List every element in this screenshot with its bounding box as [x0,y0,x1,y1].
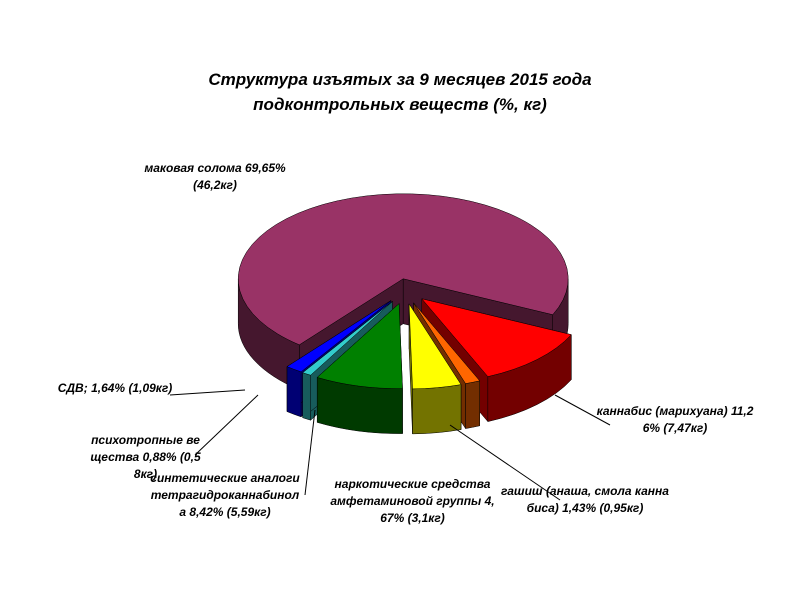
leader-line [449,424,561,501]
data-label: психотропные вещества 0,88% (0,58кг) [88,432,203,483]
label-value: 11,26% [642,404,754,435]
slice [408,303,462,390]
data-label: СДВ; 1,64% (1,09кг) [55,380,175,397]
slice-wall [302,372,311,421]
slice [302,301,393,376]
leader-line [194,394,259,456]
label-weight: (46,2кг) [193,178,237,192]
slice [316,303,403,389]
label-value: 69,65% [244,161,286,175]
label-name: синтетические аналоги тетрагидроканнабин… [150,471,300,519]
slice-wall [465,380,480,429]
slice-wall [286,366,302,418]
slice-wall [412,384,462,435]
label-value: 1,64% [91,381,126,395]
label-name: каннабис (марихуана) [596,404,728,418]
label-weight: (0,95кг) [599,501,644,515]
label-value: 8,42% [189,505,224,519]
label-name: маковая солома [144,161,242,175]
data-label: наркотические средства амфетаминовой гру… [330,476,495,527]
label-name: наркотические средства амфетаминовой гру… [330,477,491,508]
data-label: маковая солома 69,65% (46,2кг) [140,160,290,194]
label-value: 4,67% [380,494,495,525]
label-weight: (7,47кг) [663,421,708,435]
label-name: СДВ; [57,381,88,395]
chart-title: Структура изъятых за 9 месяцев 2015 года [208,70,592,89]
label-name: психотропные вещества [90,433,200,464]
slice [413,302,481,384]
label-weight: (5,59кг) [226,505,271,519]
slice [237,193,569,346]
data-label: гашиш (анаша, смола каннабиса) 1,43% (0,… [500,483,670,517]
chart-title: подконтрольных веществ (%, кг) [253,95,547,114]
data-label: каннабис (марихуана) 11,26% (7,47кг) [595,403,755,437]
slice [421,298,572,377]
label-name: гашиш (анаша, смола каннабиса) [501,484,669,515]
label-value: 1,43% [562,501,597,515]
slice [286,300,392,373]
leader-line [169,389,246,396]
leader-line [304,409,316,496]
label-value: 0,88% [142,450,177,464]
label-weight: (1,09кг) [128,381,173,395]
label-weight: (0,58кг) [133,450,201,481]
leader-line [554,394,611,426]
label-weight: (3,1кг) [407,511,445,525]
data-label: синтетические аналоги тетрагидроканнабин… [150,470,300,521]
